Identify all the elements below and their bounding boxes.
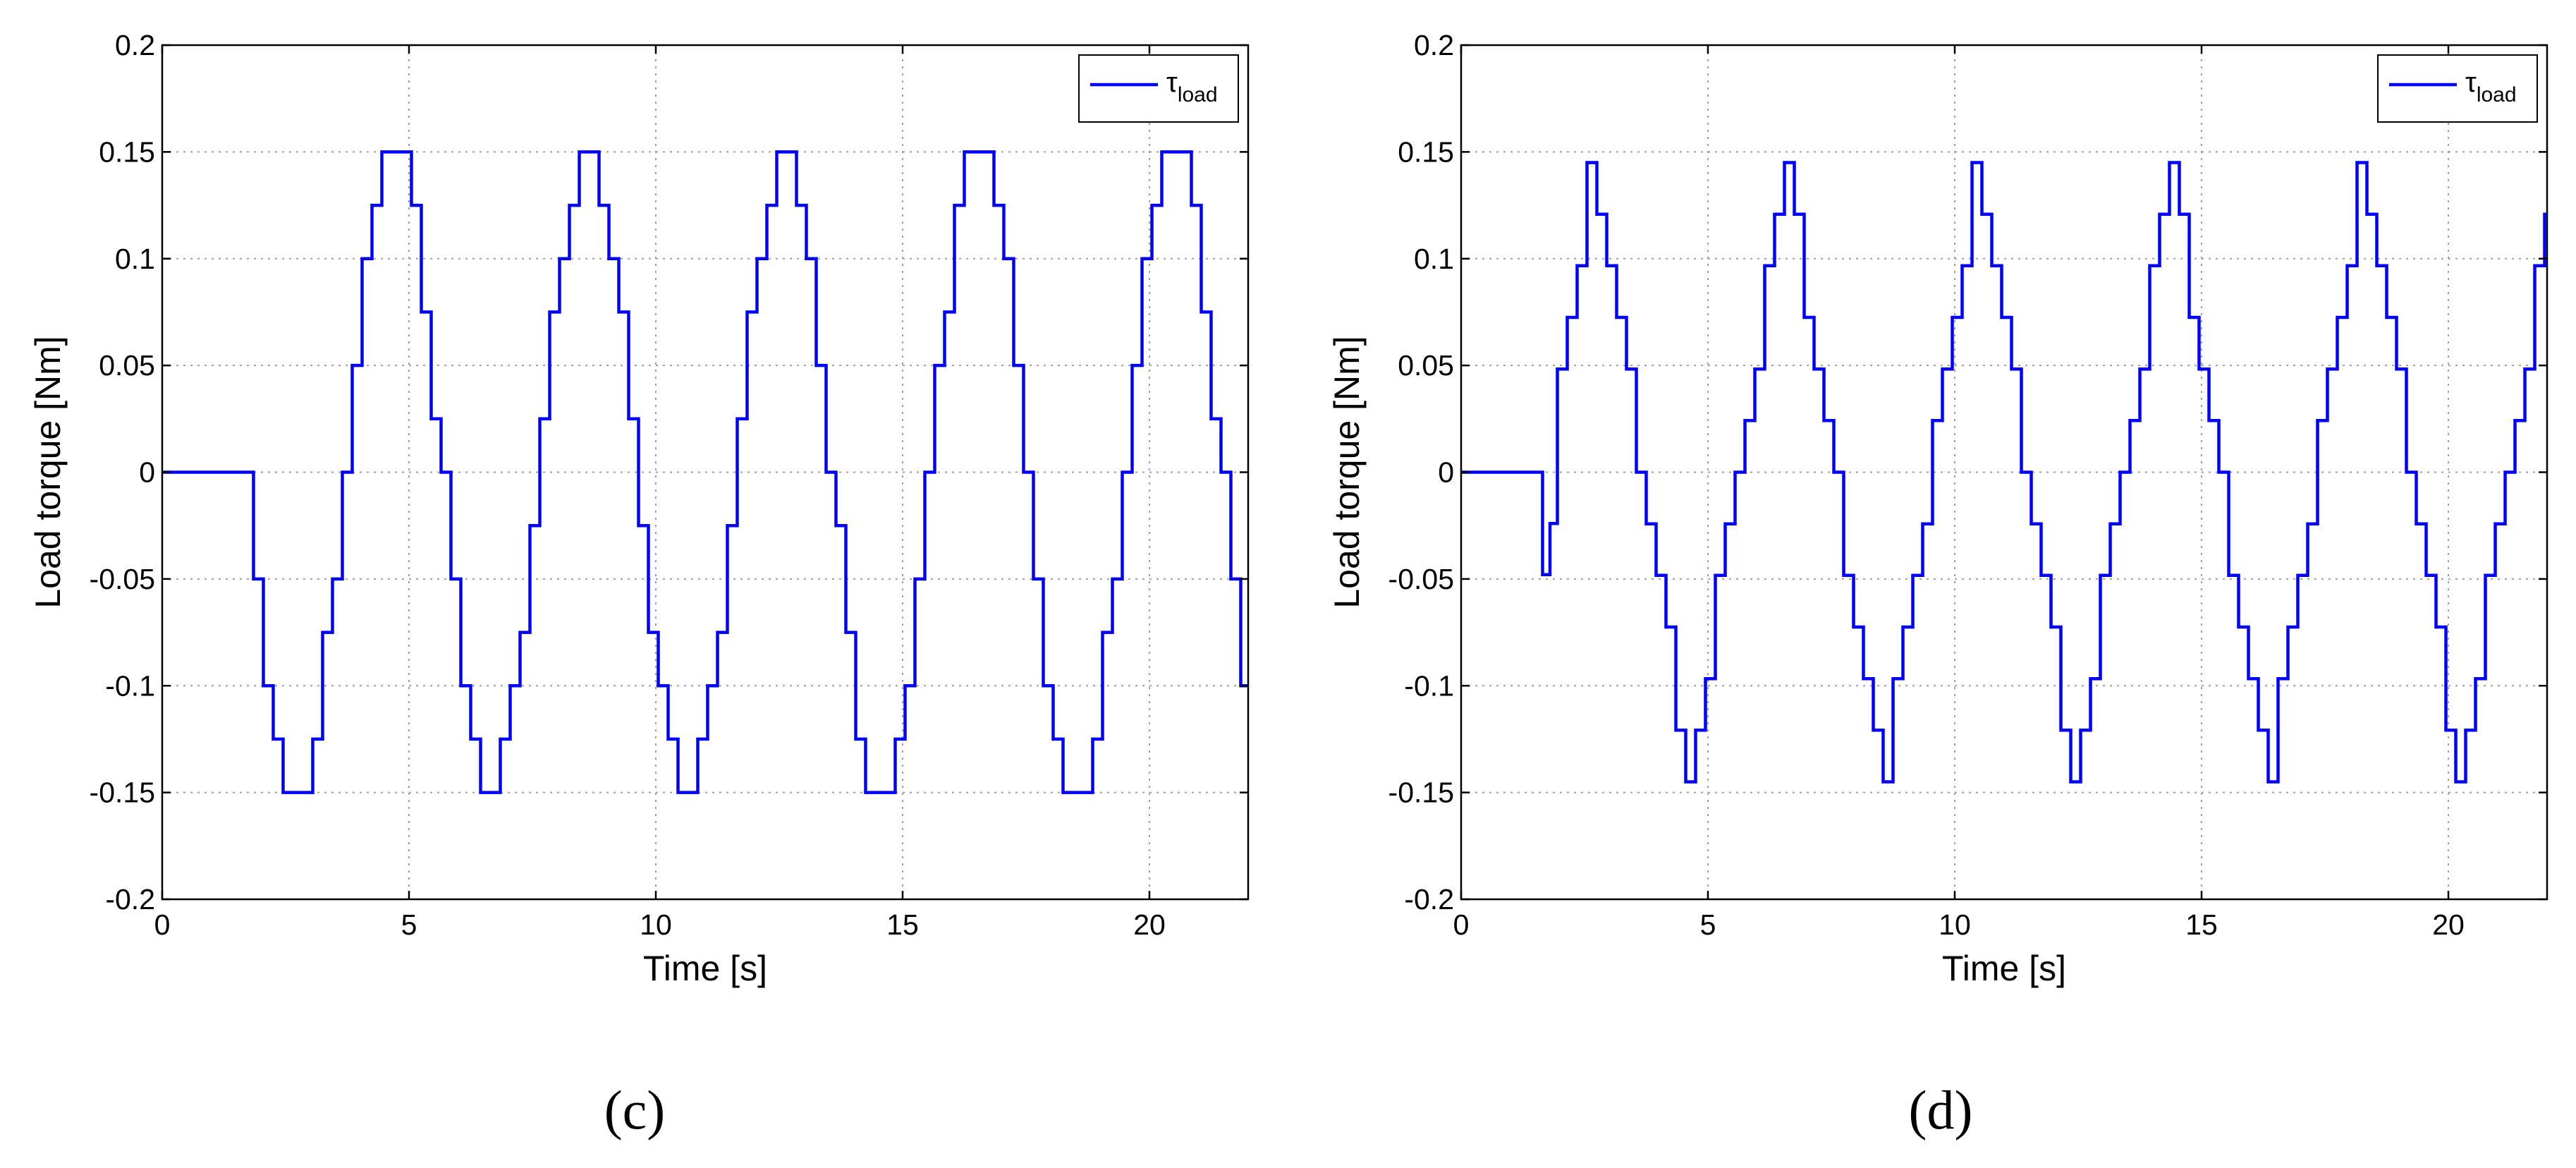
y-tick-label: -0.1 — [1404, 669, 1454, 702]
y-tick-labels: -0.2 -0.15 -0.1 -0.05 0 0.05 0.1 0.15 0.2 — [1388, 29, 2547, 915]
panel-label: (c) — [604, 1079, 666, 1140]
series-line-path — [162, 150, 1248, 794]
x-tick-label: 5 — [1700, 908, 1716, 941]
x-tick-label: 15 — [886, 908, 919, 941]
series-tau-load-line — [1461, 161, 2547, 784]
series-tau-load-line — [162, 150, 1248, 794]
x-tick-label: 20 — [1133, 908, 1166, 941]
y-tick-label: 0.1 — [1414, 243, 1454, 275]
x-tick-label: 20 — [2432, 908, 2465, 941]
legend-subscript: load — [1178, 83, 1218, 107]
x-tick-labels: 0 5 10 15 20 — [1453, 45, 2465, 941]
x-tick-label: 0 — [1453, 908, 1470, 941]
y-tick-label: -0.1 — [105, 669, 155, 702]
y-tick-label: 0.15 — [1398, 135, 1454, 168]
y-axis-label: Load torque [Nm] — [28, 336, 68, 608]
x-axis-label: Time [s] — [1942, 949, 2066, 988]
y-tick-label: -0.2 — [1404, 883, 1454, 915]
y-tick-label: 0.15 — [99, 135, 155, 168]
y-tick-label: 0 — [139, 456, 155, 489]
legend-symbol: τ — [2465, 67, 2477, 98]
y-tick-label: -0.15 — [1388, 777, 1454, 809]
y-tick-label: -0.05 — [90, 563, 155, 595]
x-tick-labels: 0 5 10 15 20 — [154, 45, 1166, 941]
series-line-path — [1461, 161, 2547, 784]
x-tick-label: 10 — [1939, 908, 1971, 941]
y-tick-label: 0.2 — [115, 29, 155, 61]
panel-label: (d) — [1909, 1079, 1973, 1140]
y-tick-label: 0 — [1438, 456, 1454, 489]
x-tick-label: 15 — [2185, 908, 2218, 941]
y-tick-label: 0.05 — [99, 349, 155, 382]
y-tick-labels: -0.2 -0.15 -0.1 -0.05 0 0.05 0.1 0.15 0.2 — [90, 29, 1248, 915]
y-tick-label: -0.05 — [1388, 563, 1454, 595]
legend-box — [1078, 54, 1239, 123]
y-axis-label: Load torque [Nm] — [1327, 336, 1367, 608]
y-tick-label: -0.2 — [105, 883, 155, 915]
y-tick-label: 0.05 — [1398, 349, 1454, 382]
legend: τload — [2377, 54, 2538, 123]
legend-box — [2377, 54, 2538, 123]
panel-d: 0 5 10 15 20 -0.2-0.15-0.1-0.0500.050.10.150… — [1327, 29, 2548, 1140]
legend: τload — [1078, 54, 1239, 123]
grid-lines — [162, 45, 1248, 899]
legend-label: τload — [2465, 67, 2517, 107]
x-tick-label: 10 — [640, 908, 672, 941]
y-tick-label: 0.2 — [1414, 29, 1454, 61]
y-tick-label: 0.1 — [115, 243, 155, 275]
x-tick-label: 0 — [154, 908, 171, 941]
x-tick-label: 5 — [401, 908, 417, 941]
legend-label: τload — [1166, 67, 1218, 107]
legend-symbol: τ — [1166, 67, 1178, 98]
x-axis-label: Time [s] — [643, 949, 767, 988]
legend-subscript: load — [2477, 83, 2517, 107]
grid-lines — [1461, 45, 2547, 899]
y-tick-label: -0.15 — [90, 777, 155, 809]
panel-c: 0 5 10 15 20 -0.2-0.15-0.1-0.0500.050.10.150… — [28, 29, 1250, 1140]
